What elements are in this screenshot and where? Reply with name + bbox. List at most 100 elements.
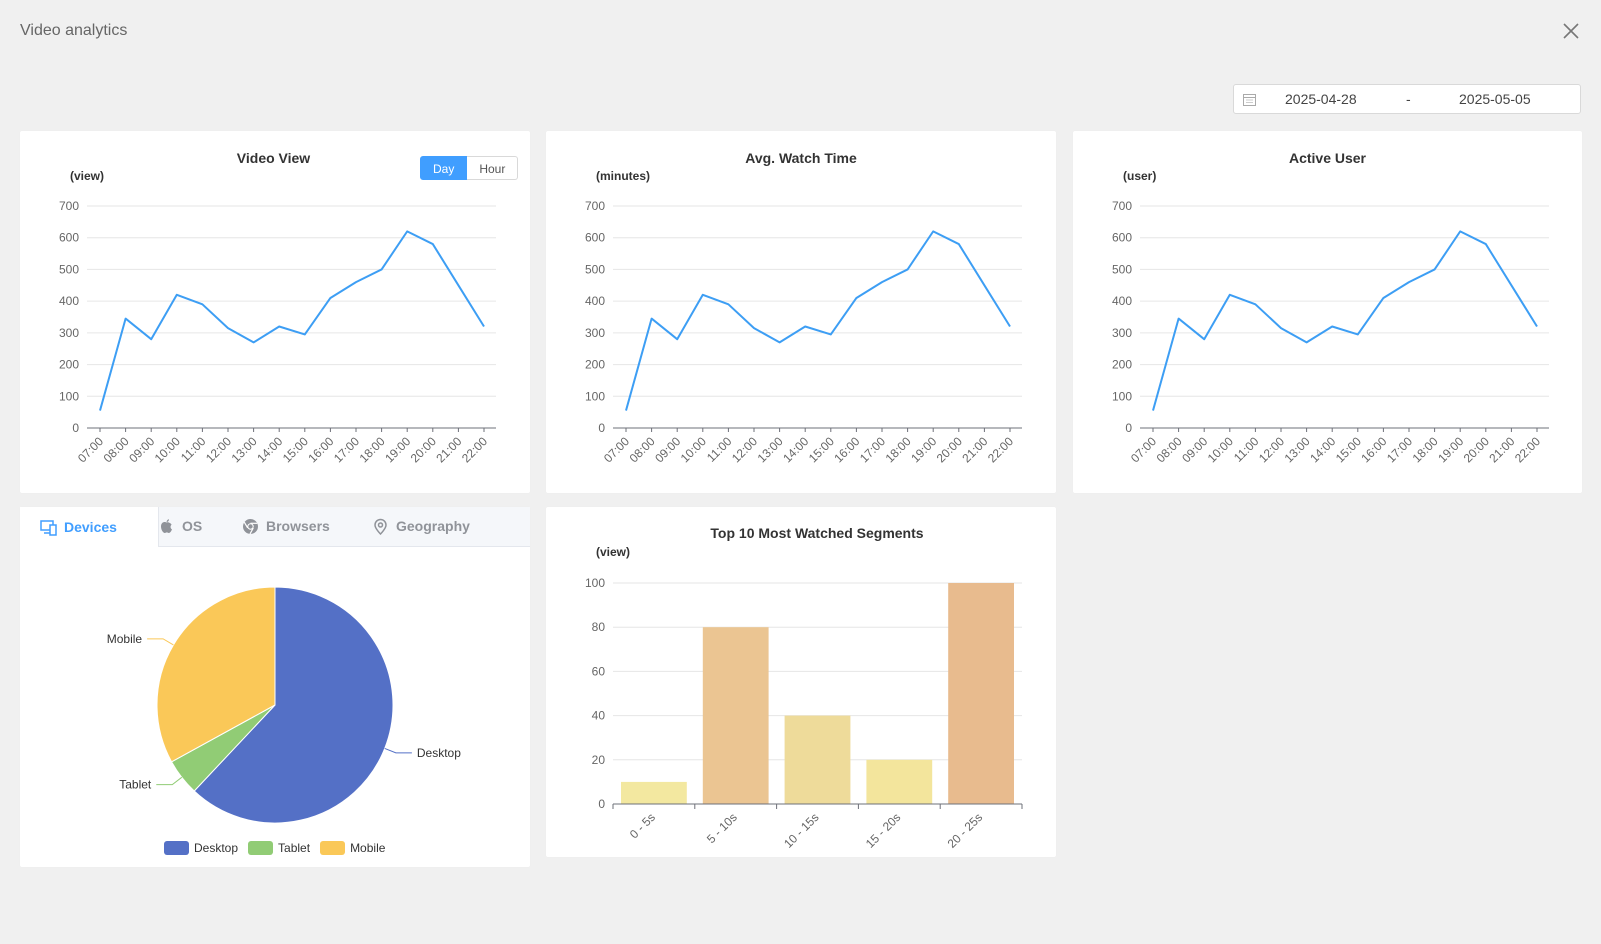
legend-swatch (248, 841, 274, 855)
bar (621, 781, 687, 804)
legend-item-desktop[interactable]: Desktop (164, 841, 238, 855)
tab-devices-label: Devices (64, 518, 117, 535)
y-tick-label: 0 (598, 797, 605, 811)
x-tick-label: 14:00 (1307, 434, 1338, 465)
video-view-card: Video View (view) 0 100 200 300 400 500 600 700 07… (20, 131, 530, 493)
x-tick-label: 09:00 (652, 434, 683, 465)
x-tick-label: 20:00 (934, 434, 965, 465)
series-line (99, 230, 485, 411)
chrome-icon (243, 519, 258, 535)
devices-pie-chart: Desktop Tablet Mobile (107, 586, 461, 824)
y-tick-label: 400 (59, 294, 79, 308)
x-tick-label: 13:00 (1282, 434, 1313, 465)
end-date-input[interactable]: 2025-05-05 (1459, 91, 1531, 107)
x-tick-label: 10:00 (1205, 434, 1236, 465)
x-tick-label: 19:00 (382, 434, 413, 465)
x-tick-label: 12:00 (729, 434, 760, 465)
y-axis-unit: (minutes) (596, 169, 650, 183)
x-tick-label: 08:00 (1154, 434, 1185, 465)
y-tick-label: 60 (592, 664, 606, 678)
x-tick-label: 13:00 (755, 434, 786, 465)
x-tick-label: 08:00 (627, 434, 658, 465)
day-button[interactable]: Day (420, 156, 468, 180)
y-tick-label: 100 (1112, 389, 1132, 403)
x-tick-label: 19:00 (1435, 434, 1466, 465)
start-date-input[interactable]: 2025-04-28 (1285, 91, 1357, 107)
x-tick-label: 07:00 (1128, 434, 1159, 465)
x-tick-label: 0 - 5s (627, 810, 658, 841)
y-tick-label: 600 (585, 231, 605, 245)
y-tick-label: 700 (585, 199, 605, 213)
y-tick-label: 200 (1112, 358, 1132, 372)
x-tick-label: 14:00 (780, 434, 811, 465)
x-tick-label: 20:00 (1461, 434, 1492, 465)
tab-devices[interactable]: Devices (20, 507, 159, 547)
date-range-picker[interactable]: 2025-04-28 - 2025-05-05 (1233, 84, 1581, 114)
y-tick-label: 500 (585, 262, 605, 276)
close-button[interactable] (1560, 20, 1582, 42)
hour-button[interactable]: Hour (467, 156, 519, 180)
y-tick-label: 80 (592, 620, 606, 634)
x-tick-label: 14:00 (254, 434, 285, 465)
bar (702, 627, 769, 804)
legend-swatch (164, 841, 189, 855)
x-tick-label: 15:00 (280, 434, 311, 465)
avg-watch-time-chart: Avg. Watch Time (minutes) 0 100 200 300 400 500… (585, 150, 1022, 465)
date-separator: - (1406, 91, 1411, 107)
pie-label-line (147, 638, 174, 646)
page-title: Video analytics (20, 22, 128, 39)
x-tick-label: 12:00 (203, 434, 234, 465)
legend-label: Tablet (278, 841, 311, 855)
tab-geography[interactable]: Geography (372, 507, 470, 546)
tab-geography-label: Geography (396, 518, 470, 534)
y-tick-label: 700 (1112, 199, 1132, 213)
bar (784, 715, 851, 804)
breakdown-tabs: Devices OS Browsers (20, 507, 530, 547)
x-tick-label: 15:00 (806, 434, 837, 465)
x-tick-label: 07:00 (75, 434, 106, 465)
tab-os[interactable]: OS (158, 507, 202, 546)
x-tick-label: 13:00 (229, 434, 260, 465)
apple-icon (161, 519, 172, 533)
y-tick-label: 100 (585, 576, 605, 590)
y-tick-label: 200 (585, 358, 605, 372)
y-tick-label: 0 (1125, 421, 1132, 435)
legend-item-tablet[interactable]: Tablet (248, 841, 310, 855)
location-pin-icon (374, 518, 387, 535)
x-tick-label: 22:00 (985, 434, 1016, 465)
x-tick-label: 21:00 (433, 434, 464, 465)
x-tick-label: 10 - 15s (781, 810, 822, 851)
y-tick-label: 500 (1112, 262, 1132, 276)
tab-browsers-label: Browsers (266, 518, 330, 534)
legend-item-mobile[interactable]: Mobile (320, 841, 385, 855)
x-tick-label: 11:00 (704, 434, 735, 465)
y-tick-label: 500 (59, 262, 79, 276)
y-axis-unit: (view) (596, 545, 630, 559)
x-tick-label: 07:00 (601, 434, 632, 465)
y-tick-label: 40 (592, 709, 606, 723)
top-segments-bar-chart: Top 10 Most Watched Segments (view) 0 20 40 6… (585, 525, 1023, 851)
pie-label: Tablet (119, 778, 152, 792)
x-tick-label: 16:00 (1358, 434, 1389, 465)
x-tick-label: 10:00 (678, 434, 709, 465)
x-tick-label: 17:00 (1384, 434, 1415, 465)
chart-title: Top 10 Most Watched Segments (710, 525, 923, 541)
series-line (1152, 230, 1538, 411)
x-tick-label: 11:00 (178, 434, 209, 465)
x-tick-label: 5 - 10s (704, 810, 740, 846)
x-tick-label: 12:00 (1256, 434, 1287, 465)
series-line (625, 230, 1011, 411)
x-tick-label: 21:00 (959, 434, 990, 465)
x-tick-label: 20 - 25s (945, 810, 986, 851)
x-tick-label: 09:00 (126, 434, 157, 465)
pie-label-line (384, 747, 412, 754)
x-tick-label: 16:00 (831, 434, 862, 465)
y-tick-label: 700 (59, 199, 79, 213)
y-tick-label: 0 (72, 421, 79, 435)
tab-browsers[interactable]: Browsers (242, 507, 330, 546)
y-axis-unit: (user) (1123, 169, 1156, 183)
y-tick-label: 400 (1112, 294, 1132, 308)
x-tick-label: 15:00 (1333, 434, 1364, 465)
y-tick-label: 100 (59, 389, 79, 403)
x-tick-label: 17:00 (331, 434, 362, 465)
